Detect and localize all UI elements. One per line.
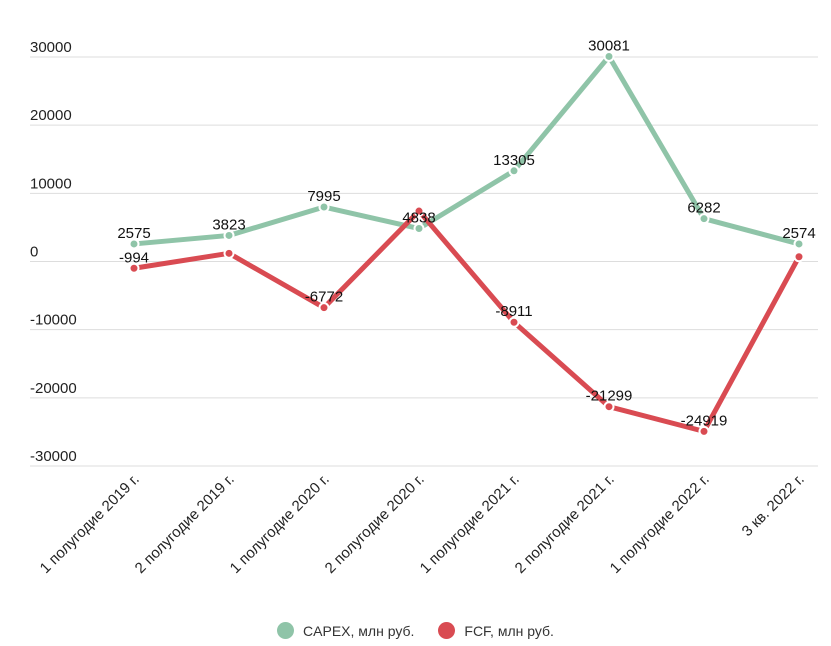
x-tick-label: 2 полугодие 2020 г. [322,471,428,577]
fcf-point[interactable] [223,247,235,259]
y-axis-tick-labels: 30000 20000 10000 0 -10000 -20000 -30000 [30,39,77,465]
legend-marker-capex [277,622,295,639]
capex-data-label: 2574 [782,225,815,242]
legend-label-capex: CAPEX, млн руб. [303,622,415,639]
fcf-data-label: -24919 [681,412,728,429]
capex-data-label: 3823 [212,216,245,233]
y-tick-label: 10000 [30,175,72,192]
fcf-point[interactable] [318,302,330,314]
legend: CAPEX, млн руб. FCF, млн руб. [0,622,831,639]
fcf-point[interactable] [603,401,615,413]
capex-data-label: 7995 [307,188,340,205]
capex-point[interactable] [318,201,330,213]
x-tick-label: 1 полугодие 2022 г. [607,471,713,577]
x-tick-label: 1 полугодие 2019 г. [37,471,143,577]
y-tick-label: -30000 [30,448,77,465]
fcf-point[interactable] [508,316,520,328]
x-tick-label: 2 полугодие 2019 г. [132,471,238,577]
fcf-point[interactable] [128,262,140,274]
capex-point[interactable] [223,229,235,241]
capex-data-label: 6282 [687,200,720,217]
series-points [128,50,805,437]
y-tick-label: 30000 [30,39,72,56]
x-axis-tick-labels: 1 полугодие 2019 г.2 полугодие 2019 г.1 … [37,471,808,577]
x-tick-label: 1 полугодие 2020 г. [227,471,333,577]
fcf-point[interactable] [413,205,425,217]
series-lines [131,53,802,434]
y-tick-label: 0 [30,244,38,261]
capex-point[interactable] [128,238,140,250]
capex-point[interactable] [508,165,520,177]
legend-marker-fcf [438,622,456,639]
legend-label-fcf: FCF, млн руб. [464,622,554,639]
x-tick-label: 1 полугодие 2021 г. [417,471,523,577]
capex-data-label: 13305 [493,152,535,169]
capex-point[interactable] [698,213,710,225]
legend-item-fcf[interactable]: FCF, млн руб. [438,622,554,639]
fcf-point[interactable] [793,251,805,263]
fcf-data-label: -6772 [305,289,343,306]
capex-data-label: 2575 [117,225,150,242]
y-tick-label: -20000 [30,380,77,397]
capex-data-label: 30081 [588,37,630,54]
fcf-data-label: -994 [119,249,149,266]
fcf-point[interactable] [698,425,710,437]
fcf-data-label: -21299 [586,388,633,405]
x-tick-label: 2 полугодие 2021 г. [512,471,618,577]
capex-point[interactable] [413,223,425,235]
y-tick-label: -10000 [30,312,77,329]
y-tick-label: 20000 [30,107,72,124]
x-tick-label: 3 кв. 2022 г. [739,471,808,540]
fcf-data-label: -8911 [495,303,532,320]
capex-line [131,53,802,247]
capex-point[interactable] [603,50,615,62]
capex-point[interactable] [793,238,805,250]
capex-data-label: 4838 [402,210,435,227]
data-labels: 2575 3823 7995 4838 13305 30081 6282 2574 -994 -6… [117,37,815,429]
legend-item-capex[interactable]: CAPEX, млн руб. [277,622,414,639]
fcf-line [131,208,802,434]
